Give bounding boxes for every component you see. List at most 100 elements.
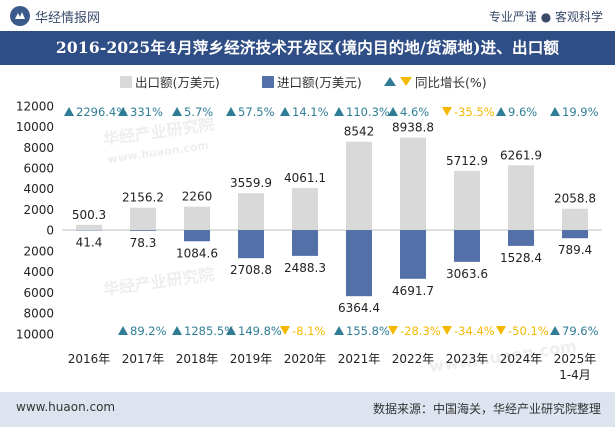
import-value-label: 1084.6 bbox=[176, 246, 218, 260]
export-value-label: 5712.9 bbox=[446, 154, 488, 168]
x-category-label: 2018年 bbox=[176, 352, 219, 366]
export-value-label: 6261.9 bbox=[500, 148, 542, 162]
x-category-label: 2023年 bbox=[446, 352, 489, 366]
export-bar bbox=[292, 188, 318, 230]
top-bar: 华经情报网 专业严谨 ● 客观科学 bbox=[0, 0, 615, 31]
export-growth-label: 57.5% bbox=[238, 105, 275, 119]
x-category-label: 2022年 bbox=[392, 352, 435, 366]
footer-source: 数据来源：中国海关，华经产业研究院整理 bbox=[372, 402, 601, 416]
chart-title: 2016-2025年4月萍乡经济技术开发区(境内目的地/货源地)进、出口额 bbox=[0, 31, 615, 65]
growth-up-triangle-icon bbox=[172, 326, 182, 335]
legend-up-triangle-icon bbox=[384, 77, 396, 86]
import-value-label: 1528.4 bbox=[500, 251, 542, 265]
export-value-label: 2156.2 bbox=[122, 191, 164, 205]
import-growth-label: 155.8% bbox=[346, 324, 390, 338]
import-bar bbox=[130, 230, 156, 231]
growth-down-triangle-icon bbox=[496, 326, 506, 335]
export-value-label: 8542 bbox=[344, 125, 375, 139]
import-bar bbox=[454, 230, 480, 262]
export-growth-label: 110.3% bbox=[346, 105, 390, 119]
y-tick-label: 2000 bbox=[23, 203, 54, 217]
x-category-label: 2021年 bbox=[338, 352, 381, 366]
growth-up-triangle-icon bbox=[550, 326, 560, 335]
y-tick-label: 8000 bbox=[23, 141, 54, 155]
import-bar bbox=[238, 230, 264, 259]
legend-label-import: 进口额(万美元) bbox=[277, 75, 362, 90]
import-value-label: 41.4 bbox=[76, 235, 103, 249]
footer: www.huaon.com 数据来源：中国海关，华经产业研究院整理 bbox=[0, 392, 615, 427]
y-tick-label: 8000 bbox=[23, 307, 54, 321]
import-bar bbox=[184, 230, 210, 242]
import-growth-label: 149.8% bbox=[238, 324, 282, 338]
tagline: 专业严谨 ● 客观科学 bbox=[488, 10, 603, 24]
x-category-label: 2025年 bbox=[554, 352, 597, 366]
export-bar bbox=[184, 206, 210, 230]
import-growth-label: 1285.5% bbox=[184, 324, 235, 338]
import-growth-label: -8.1% bbox=[292, 324, 325, 338]
growth-down-triangle-icon bbox=[442, 326, 452, 335]
x-category-label: 2024年 bbox=[500, 352, 543, 366]
export-growth-label: 2296.4% bbox=[76, 105, 127, 119]
import-bar bbox=[292, 230, 318, 256]
legend-down-triangle-icon bbox=[400, 77, 412, 86]
growth-down-triangle-icon bbox=[280, 326, 290, 335]
x-category-label: 2020年 bbox=[284, 352, 327, 366]
y-tick-label: 4000 bbox=[23, 182, 54, 196]
growth-up-triangle-icon bbox=[226, 326, 236, 335]
growth-up-triangle-icon bbox=[334, 107, 344, 116]
export-bar bbox=[76, 224, 102, 230]
export-bar bbox=[400, 137, 426, 230]
growth-up-triangle-icon bbox=[64, 107, 74, 116]
export-growth-label: 9.6% bbox=[508, 105, 537, 119]
import-bar bbox=[562, 230, 588, 239]
huajing-logo-icon bbox=[10, 6, 30, 26]
import-growth-label: -28.3% bbox=[400, 324, 441, 338]
export-value-label: 4061.1 bbox=[284, 171, 326, 185]
growth-up-triangle-icon bbox=[280, 107, 290, 116]
import-value-label: 6364.4 bbox=[338, 301, 380, 315]
growth-up-triangle-icon bbox=[172, 107, 182, 116]
y-tick-label: 12000 bbox=[16, 100, 54, 114]
legend-swatch-import bbox=[262, 76, 274, 88]
growth-up-triangle-icon bbox=[334, 326, 344, 335]
y-tick-label: 6000 bbox=[23, 162, 54, 176]
x-category-label: 2019年 bbox=[230, 352, 273, 366]
growth-down-triangle-icon bbox=[388, 326, 398, 335]
y-tick-label: 2000 bbox=[23, 244, 54, 258]
export-growth-label: 14.1% bbox=[292, 105, 329, 119]
growth-up-triangle-icon bbox=[496, 107, 506, 116]
import-value-label: 78.3 bbox=[130, 236, 157, 250]
footer-website[interactable]: www.huaon.com bbox=[16, 400, 116, 414]
import-bar bbox=[508, 230, 534, 246]
import-value-label: 3063.6 bbox=[446, 267, 488, 281]
export-growth-label: 331% bbox=[130, 105, 163, 119]
export-growth-label: 19.9% bbox=[562, 105, 599, 119]
export-growth-label: -35.5% bbox=[454, 105, 495, 119]
import-bar bbox=[346, 230, 372, 297]
x-category-label: 2017年 bbox=[122, 352, 165, 366]
export-bar bbox=[238, 193, 264, 230]
growth-up-triangle-icon bbox=[118, 326, 128, 335]
export-bar bbox=[508, 165, 534, 230]
import-growth-label: 79.6% bbox=[562, 324, 599, 338]
import-growth-label: -50.1% bbox=[508, 324, 549, 338]
export-growth-label: 5.7% bbox=[184, 105, 213, 119]
import-value-label: 789.4 bbox=[558, 243, 592, 257]
x-category-label: 1-4月 bbox=[559, 368, 591, 382]
export-bar bbox=[130, 207, 156, 230]
x-category-label: 2016年 bbox=[68, 352, 111, 366]
export-value-label: 2260 bbox=[182, 190, 213, 204]
export-value-label: 3559.9 bbox=[230, 176, 272, 190]
growth-up-triangle-icon bbox=[388, 107, 398, 116]
import-bar bbox=[400, 230, 426, 279]
y-tick-label: 4000 bbox=[23, 265, 54, 279]
y-tick-label: 0 bbox=[46, 224, 54, 238]
import-value-label: 2488.3 bbox=[284, 261, 326, 275]
export-bar bbox=[346, 141, 372, 230]
export-bar bbox=[454, 170, 480, 230]
legend-label-growth: 同比增长(%) bbox=[415, 75, 487, 90]
export-value-label: 500.3 bbox=[72, 208, 106, 222]
watermark: 华经产业研究院 bbox=[102, 265, 216, 299]
brand[interactable]: 华经情报网 bbox=[10, 6, 100, 26]
y-tick-label: 10000 bbox=[16, 328, 54, 342]
